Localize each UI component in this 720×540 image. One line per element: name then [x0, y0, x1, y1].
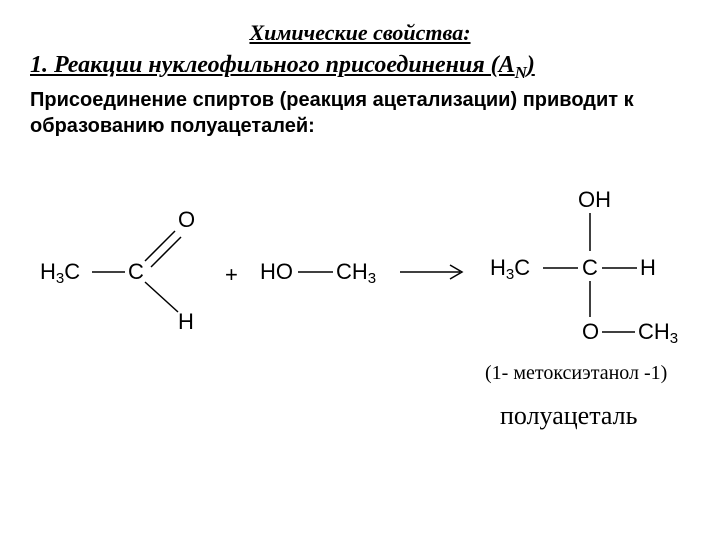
product-name: (1- метоксиэтанол -1) [485, 362, 667, 384]
product-label: полуацеталь [500, 401, 638, 430]
svg-text:O: O [178, 207, 195, 232]
svg-text:C: C [582, 255, 598, 280]
svg-text:O: O [582, 319, 599, 344]
subtitle-prefix: 1. Реакции нуклеофильного присоединения … [30, 52, 515, 78]
product: OH H3C C H O CH3 [490, 187, 678, 347]
reaction-diagram: H3C C O H + HO CH3 OH H3C C H [30, 149, 690, 409]
svg-text:CH3: CH3 [638, 319, 678, 347]
description-text: Присоединение спиртов (реакция ацетализа… [30, 87, 690, 139]
svg-text:C: C [128, 259, 144, 284]
reactant-1: H3C C O H [40, 207, 195, 334]
svg-text:H: H [640, 255, 656, 280]
svg-text:CH3: CH3 [336, 259, 376, 287]
svg-text:OH: OH [578, 187, 611, 212]
reaction-arrow [400, 265, 462, 279]
reactant-2: HO CH3 [260, 259, 376, 287]
subtitle-sub: N [515, 63, 527, 82]
svg-text:H3C: H3C [490, 255, 530, 283]
subtitle-suffix: ) [527, 52, 535, 78]
section-subtitle: 1. Реакции нуклеофильного присоединения … [30, 52, 690, 83]
svg-text:HO: HO [260, 259, 293, 284]
svg-text:H: H [178, 309, 194, 334]
page-title: Химические свойства: [30, 20, 690, 46]
svg-text:H3C: H3C [40, 259, 80, 287]
plus-sign: + [225, 262, 238, 287]
